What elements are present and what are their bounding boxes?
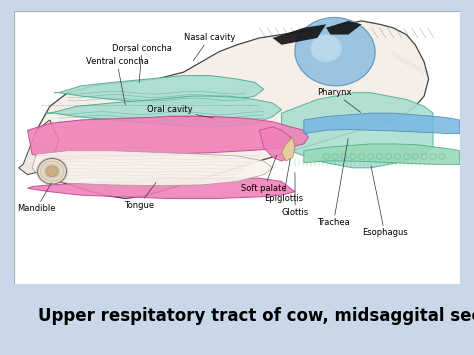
Text: Dorsal concha: Dorsal concha <box>112 44 172 83</box>
Text: Esophagus: Esophagus <box>362 166 408 237</box>
Ellipse shape <box>295 17 375 86</box>
Polygon shape <box>55 76 264 103</box>
FancyBboxPatch shape <box>14 11 460 284</box>
Polygon shape <box>273 24 326 45</box>
Text: Tongue: Tongue <box>124 182 156 210</box>
Text: Trachea: Trachea <box>317 138 350 227</box>
Text: Soft palate: Soft palate <box>241 155 287 193</box>
Ellipse shape <box>310 34 342 62</box>
Polygon shape <box>32 151 273 186</box>
Text: Pharynx: Pharynx <box>317 88 361 112</box>
Polygon shape <box>23 21 428 198</box>
Text: Mandible: Mandible <box>17 183 56 213</box>
Polygon shape <box>304 144 460 164</box>
Ellipse shape <box>37 158 66 184</box>
Polygon shape <box>27 178 295 198</box>
Polygon shape <box>259 127 295 161</box>
Text: Epiglottis: Epiglottis <box>264 159 303 203</box>
Polygon shape <box>46 96 282 127</box>
Ellipse shape <box>46 166 58 177</box>
Polygon shape <box>326 21 362 34</box>
Polygon shape <box>304 113 460 133</box>
Text: Glottis: Glottis <box>282 173 309 217</box>
Text: Nasal cavity: Nasal cavity <box>183 33 235 61</box>
Polygon shape <box>282 137 295 161</box>
Polygon shape <box>282 93 433 168</box>
Text: Upper respitatory tract of cow, midsaggital section.: Upper respitatory tract of cow, midsaggi… <box>38 307 474 325</box>
Polygon shape <box>27 116 308 159</box>
Polygon shape <box>18 120 59 175</box>
Text: Ventral concha: Ventral concha <box>85 58 148 105</box>
Text: Oral cavity: Oral cavity <box>147 105 213 118</box>
